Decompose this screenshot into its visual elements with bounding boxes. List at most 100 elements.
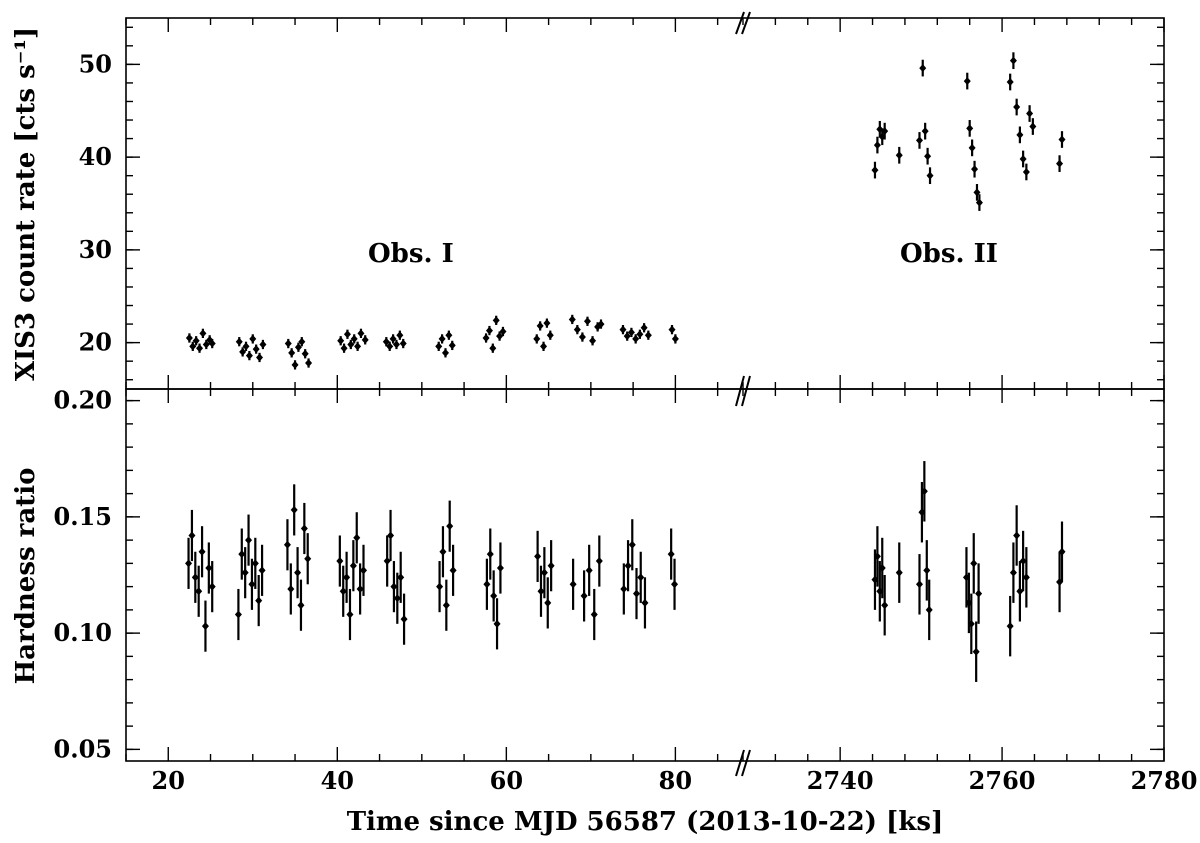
top-panel-frame — [125, 17, 1165, 390]
data-point — [201, 622, 209, 631]
data-point — [544, 598, 552, 607]
data-point — [533, 334, 541, 343]
data-point — [895, 151, 903, 160]
data-point — [251, 559, 259, 568]
data-point — [485, 326, 493, 335]
data-point — [301, 349, 309, 358]
data-point — [637, 573, 645, 582]
data-point — [595, 557, 603, 566]
data-point — [383, 557, 391, 566]
data-point — [668, 325, 676, 334]
data-point — [1019, 154, 1027, 163]
data-point — [305, 359, 313, 368]
data-point — [441, 348, 449, 357]
data-point — [578, 333, 586, 342]
data-point — [589, 336, 597, 345]
data-point — [547, 561, 555, 570]
data-point — [208, 339, 216, 348]
data-point — [255, 596, 263, 605]
count-rate-points — [185, 52, 1066, 370]
data-point — [259, 340, 267, 349]
y-tick-label: 20 — [79, 328, 112, 357]
data-point — [968, 143, 976, 152]
data-point — [1009, 56, 1017, 65]
data-point — [623, 332, 631, 341]
data-point — [248, 580, 256, 589]
data-point — [1016, 587, 1024, 596]
data-point — [445, 331, 453, 340]
data-point — [304, 554, 312, 563]
data-point — [354, 342, 362, 351]
data-point — [1006, 622, 1014, 631]
data-point — [1019, 557, 1027, 566]
data-point — [496, 564, 504, 573]
data-point — [671, 580, 679, 589]
data-point — [597, 320, 605, 329]
data-point — [343, 330, 351, 339]
hardness-points — [185, 461, 1066, 682]
data-point — [1029, 122, 1037, 131]
data-point — [185, 333, 193, 342]
data-point — [294, 343, 302, 352]
data-point — [245, 536, 253, 545]
data-point — [919, 64, 927, 73]
data-point — [290, 505, 298, 514]
data-point — [349, 561, 357, 570]
data-point — [287, 584, 295, 593]
data-point — [389, 334, 397, 343]
data-point — [245, 351, 253, 360]
data-point — [536, 321, 544, 330]
y-tick-label: 0.05 — [54, 734, 112, 763]
data-point — [627, 328, 635, 337]
x-tick-label: 60 — [490, 766, 523, 795]
x-tick-label: 80 — [659, 766, 692, 795]
data-point — [449, 566, 457, 575]
data-point — [895, 568, 903, 577]
data-point — [489, 344, 497, 353]
data-point — [966, 124, 974, 133]
data-point — [619, 325, 627, 334]
data-point — [1009, 568, 1017, 577]
data-point — [923, 566, 931, 575]
data-point — [924, 152, 932, 161]
data-point — [878, 564, 886, 573]
data-point — [390, 582, 398, 591]
data-point — [1058, 135, 1066, 144]
data-point — [185, 559, 193, 568]
data-point — [496, 332, 504, 341]
x-tick-label: 2760 — [969, 766, 1036, 795]
data-point — [540, 568, 548, 577]
data-point — [915, 136, 923, 145]
data-point — [873, 552, 881, 561]
data-point — [258, 566, 266, 575]
data-point — [382, 337, 390, 346]
axis-ticks — [125, 18, 1165, 761]
data-point — [205, 564, 213, 573]
data-point — [360, 566, 368, 575]
data-point — [199, 329, 207, 338]
data-point — [921, 127, 929, 136]
data-point — [235, 337, 243, 346]
data-point — [297, 601, 305, 610]
data-point — [191, 573, 199, 582]
y-tick-label: 30 — [79, 235, 112, 264]
data-point — [189, 342, 197, 351]
data-point — [300, 524, 308, 533]
data-point — [633, 589, 641, 598]
data-point — [546, 331, 554, 340]
data-point — [632, 334, 640, 343]
data-point — [387, 531, 395, 540]
data-point — [288, 348, 296, 357]
data-point — [499, 327, 507, 336]
data-point — [436, 582, 444, 591]
data-point — [192, 336, 200, 345]
data-point — [636, 330, 644, 339]
data-point — [238, 550, 246, 559]
data-point — [239, 347, 247, 356]
data-point — [283, 540, 291, 549]
data-point — [392, 340, 400, 349]
data-point — [393, 594, 401, 603]
data-point — [583, 317, 591, 326]
obs-i-label: Obs. I — [368, 239, 454, 269]
data-point — [1013, 531, 1021, 540]
